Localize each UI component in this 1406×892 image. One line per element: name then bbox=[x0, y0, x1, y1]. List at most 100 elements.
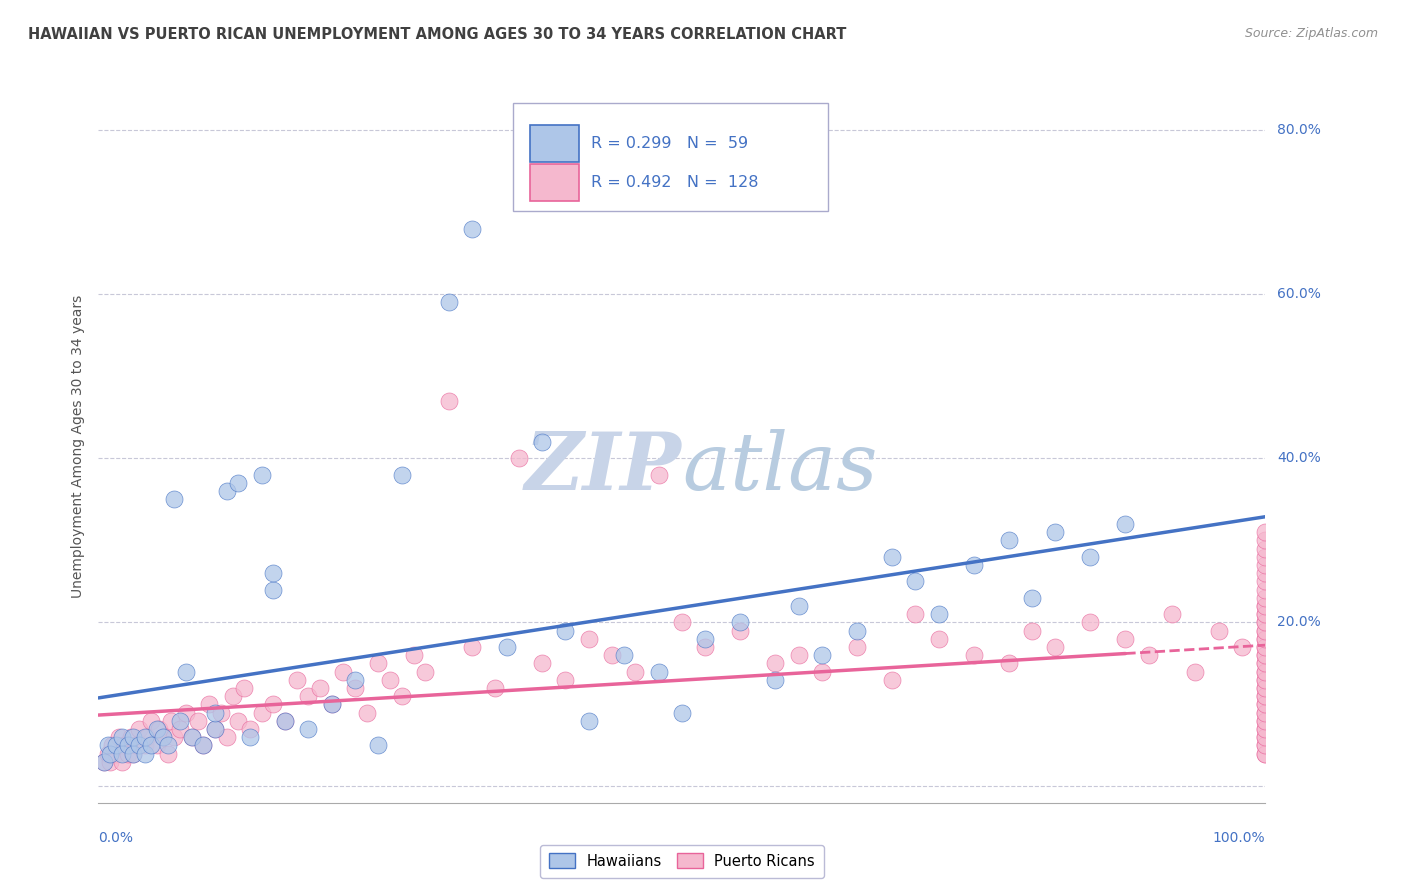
Point bbox=[1254, 689, 1277, 703]
Point bbox=[139, 714, 162, 728]
Point bbox=[1254, 706, 1277, 720]
Point bbox=[612, 648, 634, 662]
Point bbox=[880, 549, 903, 564]
Point bbox=[111, 747, 134, 761]
Point bbox=[997, 533, 1019, 548]
Point bbox=[321, 698, 343, 712]
Point bbox=[117, 747, 139, 761]
FancyBboxPatch shape bbox=[530, 164, 579, 202]
Point bbox=[1254, 549, 1277, 564]
Point bbox=[1137, 648, 1160, 662]
Point bbox=[1254, 648, 1277, 662]
Point bbox=[215, 730, 238, 744]
Point bbox=[157, 747, 180, 761]
Point bbox=[811, 665, 834, 679]
Point bbox=[1230, 640, 1253, 654]
Point bbox=[1254, 665, 1277, 679]
Point bbox=[1254, 615, 1277, 630]
Point bbox=[378, 673, 402, 687]
Point bbox=[391, 689, 413, 703]
Point bbox=[1114, 632, 1136, 646]
Point bbox=[1254, 640, 1277, 654]
Point bbox=[845, 624, 868, 638]
Point bbox=[262, 698, 284, 712]
Point bbox=[239, 722, 262, 736]
Point bbox=[1045, 640, 1067, 654]
Point bbox=[962, 648, 984, 662]
Point bbox=[169, 722, 191, 736]
Point bbox=[402, 648, 425, 662]
Point bbox=[1254, 698, 1277, 712]
Point bbox=[112, 739, 135, 753]
Point bbox=[1254, 574, 1277, 589]
Point bbox=[163, 492, 186, 507]
Point bbox=[101, 739, 124, 753]
Point bbox=[198, 698, 221, 712]
Point bbox=[228, 475, 250, 490]
Point bbox=[1254, 747, 1277, 761]
Text: 40.0%: 40.0% bbox=[1277, 451, 1320, 466]
Point bbox=[1254, 714, 1277, 728]
Point bbox=[111, 755, 134, 769]
Point bbox=[1021, 624, 1043, 638]
Text: 60.0%: 60.0% bbox=[1277, 287, 1322, 301]
Point bbox=[1254, 591, 1277, 605]
Text: 0.0%: 0.0% bbox=[98, 831, 134, 846]
Point bbox=[578, 632, 600, 646]
Point bbox=[98, 755, 121, 769]
Point bbox=[122, 747, 145, 761]
Point bbox=[647, 665, 669, 679]
Point bbox=[1254, 739, 1277, 753]
Point bbox=[125, 739, 148, 753]
Point bbox=[321, 698, 343, 712]
Text: 100.0%: 100.0% bbox=[1213, 831, 1265, 846]
Point bbox=[344, 681, 367, 695]
Point bbox=[1045, 525, 1067, 540]
Point bbox=[1254, 533, 1277, 548]
Point bbox=[152, 730, 174, 744]
Text: ZIP: ZIP bbox=[524, 429, 682, 506]
Point bbox=[904, 607, 927, 622]
Point bbox=[1254, 599, 1277, 613]
Point bbox=[391, 467, 413, 482]
Point bbox=[1114, 516, 1136, 531]
Point bbox=[1254, 747, 1277, 761]
Point bbox=[763, 673, 786, 687]
Point bbox=[97, 747, 120, 761]
Point bbox=[1254, 657, 1277, 671]
Point bbox=[647, 467, 669, 482]
Point bbox=[193, 739, 215, 753]
Point bbox=[1254, 698, 1277, 712]
Point bbox=[233, 681, 256, 695]
Point bbox=[309, 681, 332, 695]
FancyBboxPatch shape bbox=[513, 103, 828, 211]
Point bbox=[215, 484, 238, 499]
Point bbox=[484, 681, 506, 695]
Point bbox=[332, 665, 354, 679]
Point bbox=[159, 714, 181, 728]
Point bbox=[695, 640, 717, 654]
Point bbox=[437, 393, 460, 408]
Point bbox=[1254, 739, 1277, 753]
Point bbox=[250, 706, 273, 720]
Point bbox=[148, 722, 170, 736]
FancyBboxPatch shape bbox=[530, 125, 579, 162]
Point bbox=[1254, 615, 1277, 630]
Point bbox=[1254, 722, 1277, 736]
Point bbox=[367, 739, 389, 753]
Point bbox=[1254, 730, 1277, 744]
Point bbox=[1254, 648, 1277, 662]
Point bbox=[787, 648, 810, 662]
Point bbox=[730, 624, 752, 638]
Point bbox=[262, 582, 284, 597]
Point bbox=[1254, 640, 1277, 654]
Point bbox=[209, 706, 232, 720]
Point bbox=[285, 673, 308, 687]
Point bbox=[1254, 632, 1277, 646]
Point bbox=[120, 730, 142, 744]
Point bbox=[146, 722, 169, 736]
Point bbox=[1021, 591, 1043, 605]
Point bbox=[554, 624, 576, 638]
Point bbox=[1254, 558, 1277, 572]
Point bbox=[97, 739, 120, 753]
